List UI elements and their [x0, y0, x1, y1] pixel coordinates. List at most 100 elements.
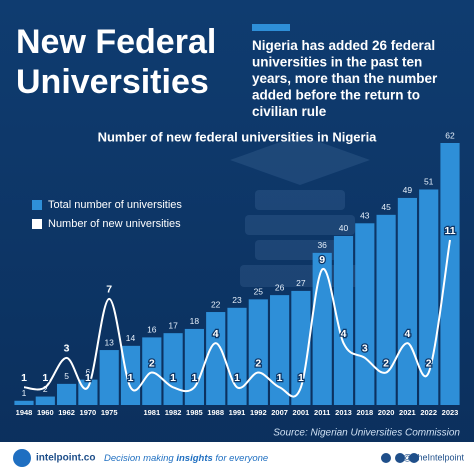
social-icon[interactable] [381, 453, 391, 463]
bar [333, 235, 354, 405]
line-value-label: 11 [444, 225, 455, 237]
bar [35, 396, 55, 405]
legend-label: Total number of universities [48, 199, 182, 211]
line-value-label: 1 [234, 372, 240, 384]
bar-value-label: 18 [190, 316, 200, 326]
footer-site: intelpoint.co [36, 453, 95, 464]
bar [142, 337, 162, 405]
line-value-label: 2 [255, 357, 261, 369]
bar [355, 223, 375, 405]
subtitle-line: years, more than the number [252, 71, 438, 86]
bar-value-label: 1 [22, 388, 27, 398]
bar [312, 252, 332, 405]
line-value-label: 4 [341, 328, 347, 340]
bar [184, 328, 204, 405]
bar [376, 214, 396, 405]
bar-value-label: 36 [317, 240, 327, 250]
line-value-label: 1 [191, 372, 197, 384]
bar [57, 383, 77, 405]
line-value-label: 3 [64, 343, 70, 355]
line-value-label: 4 [404, 328, 410, 340]
bar [206, 312, 226, 405]
title-line: New Federal [16, 23, 216, 61]
x-tick-label: 1975 [101, 408, 118, 417]
footer-tagline: Decision making insights for everyone [104, 453, 268, 464]
x-tick-label: 1962 [58, 408, 75, 417]
footer-handle: @TheIntelpoint [403, 452, 465, 462]
title-line: Universities [16, 63, 209, 101]
bar-value-label: 40 [339, 223, 349, 233]
source: Source: Nigerian Universities Commission [273, 428, 460, 439]
bar [440, 143, 460, 405]
line-value-label: 2 [149, 357, 155, 369]
x-tick-label: 2021 [399, 408, 416, 417]
x-tick-label: 1982 [165, 408, 182, 417]
x-tick-label: 2023 [442, 408, 459, 417]
tagline-part: for everyone [213, 453, 268, 464]
bar-value-label: 5 [64, 371, 69, 381]
line-value-label: 1 [277, 372, 283, 384]
bar [248, 299, 268, 405]
social-icon[interactable] [395, 453, 405, 463]
bar [99, 350, 119, 405]
bar [14, 400, 34, 405]
x-tick-label: 2020 [378, 408, 395, 417]
line-value-label: 1 [128, 372, 134, 384]
line-value-label: 3 [362, 343, 368, 355]
bar-value-label: 26 [275, 282, 285, 292]
tagline-part: Decision making [104, 453, 176, 464]
subtitle-line: civilian rule [252, 104, 327, 119]
legend-swatch [32, 200, 42, 210]
x-tick-label: 1991 [229, 408, 246, 417]
bar [397, 197, 417, 405]
line-value-label: 2 [426, 357, 432, 369]
line-value-label: 4 [213, 328, 219, 340]
bar-value-label: 13 [104, 337, 114, 347]
line-value-label: 9 [319, 254, 325, 266]
subtitle-line: added before the return to [252, 87, 420, 102]
logo [13, 449, 31, 467]
line-value-label: 2 [383, 357, 389, 369]
bar [227, 307, 247, 405]
x-tick-label: 2018 [356, 408, 373, 417]
subtitle: Nigeria has added 26 federal universities… [252, 38, 438, 119]
bar [163, 333, 183, 405]
line-value-label: 1 [298, 372, 304, 384]
x-tick-label: 1988 [207, 408, 224, 417]
x-tick-label: 1960 [37, 408, 54, 417]
x-tick-label: 1970 [80, 408, 97, 417]
subtitle-line: universities in the past ten [252, 54, 422, 69]
x-tick-label: 1948 [16, 408, 33, 417]
line-value-label: 1 [42, 372, 48, 384]
subtitle-line: Nigeria has added 26 federal [252, 38, 435, 53]
legend-swatch [32, 219, 42, 229]
bar-value-label: 17 [168, 320, 178, 330]
x-tick-label: 2022 [420, 408, 437, 417]
bar-value-label: 6 [86, 367, 91, 377]
line-value-label: 7 [106, 284, 112, 296]
social-icon[interactable] [409, 453, 419, 463]
bar-value-label: 14 [126, 333, 136, 343]
line-value-label: 1 [21, 372, 27, 384]
x-tick-label: 2001 [293, 408, 310, 417]
tagline-part: insights [176, 453, 212, 464]
chart-title: Number of new federal universities in Ni… [98, 129, 378, 144]
bar-value-label: 62 [445, 130, 455, 140]
bar-value-label: 23 [232, 295, 242, 305]
bar-value-label: 25 [254, 287, 264, 297]
x-tick-label: 1981 [143, 408, 160, 417]
line [23, 239, 451, 398]
accent-bar [252, 24, 290, 31]
x-tick-label: 1992 [250, 408, 267, 417]
bar-value-label: 16 [147, 325, 157, 335]
legend-label: Number of new universities [48, 218, 181, 230]
line-value-label: 1 [85, 372, 91, 384]
line-value-label: 1 [170, 372, 176, 384]
x-tick-label: 2011 [314, 408, 330, 417]
x-tick-label: 2013 [335, 408, 352, 417]
bar-value-label: 51 [424, 177, 434, 187]
x-tick-label: 2007 [271, 408, 288, 417]
bar-value-label: 43 [360, 211, 370, 221]
bar-value-label: 27 [296, 278, 306, 288]
bar [270, 295, 290, 405]
